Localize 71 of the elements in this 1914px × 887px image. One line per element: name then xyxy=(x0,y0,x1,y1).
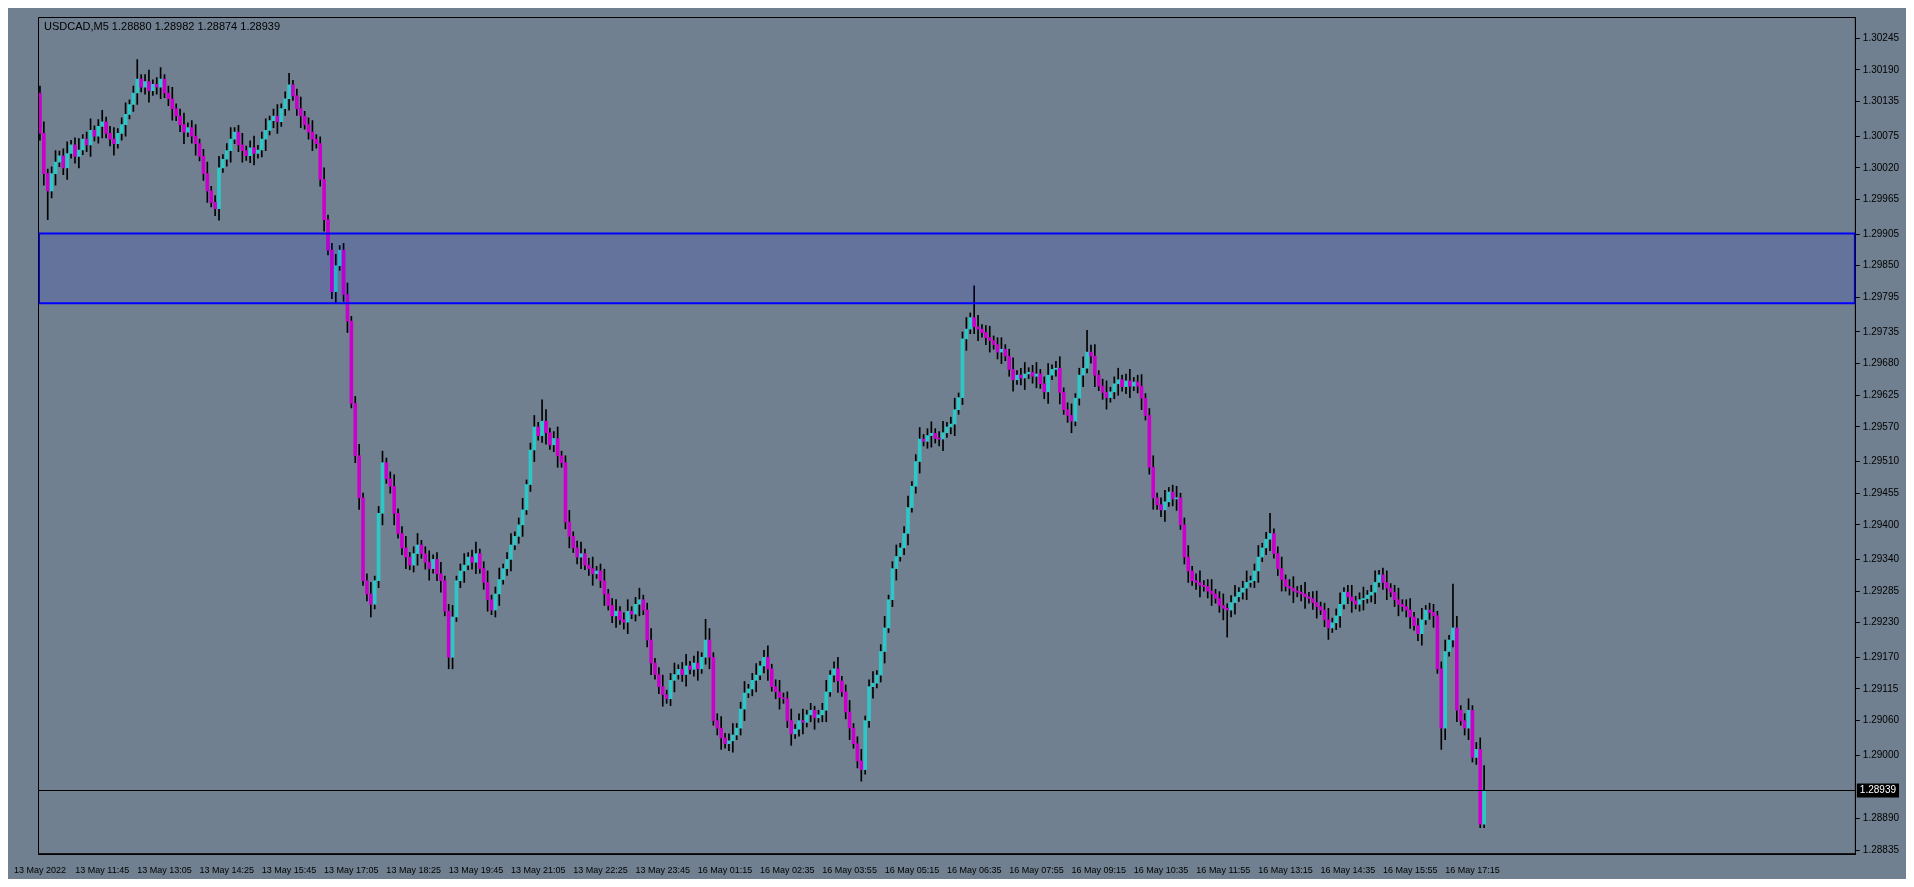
x-tick-label: 16 May 05:15 xyxy=(884,865,940,876)
x-tick-label: 16 May 17:15 xyxy=(1445,865,1500,876)
candlestick xyxy=(252,135,256,166)
candlestick xyxy=(1314,590,1319,619)
candlestick xyxy=(1303,582,1307,609)
y-tick-label: 1.30020 xyxy=(1862,161,1900,173)
x-tick-label: 13 May 23:45 xyxy=(635,865,691,876)
x-tick-label: 16 May 14:35 xyxy=(1320,865,1376,876)
y-tick-label: 1.28890 xyxy=(1862,812,1900,824)
y-tick-label: 1.30075 xyxy=(1862,129,1900,141)
x-tick-label: 16 May 01:15 xyxy=(697,865,753,876)
y-tick-label: 1.29170 xyxy=(1862,651,1900,663)
candlestick xyxy=(1022,362,1027,390)
candlestick xyxy=(1054,360,1058,377)
y-tick-label: 1.30245 xyxy=(1862,32,1900,44)
x-tick-label: 16 May 13:15 xyxy=(1258,865,1313,876)
candlestick xyxy=(590,556,595,586)
candlestick xyxy=(1019,367,1023,386)
candlestick xyxy=(1198,570,1202,598)
y-tick-label: 1.30190 xyxy=(1862,63,1900,75)
candlestick xyxy=(112,127,116,156)
candlestick xyxy=(1233,584,1237,615)
candlestick xyxy=(1384,570,1389,601)
y-tick-label: 1.30135 xyxy=(1862,95,1900,107)
x-tick-label: 13 May 11:45 xyxy=(75,865,130,876)
y-tick-label: 1.29455 xyxy=(1862,486,1900,498)
x-tick-label: 16 May 07:55 xyxy=(1009,865,1064,876)
y-tick-label: 1.29795 xyxy=(1862,291,1900,303)
y-tick-label: 1.29285 xyxy=(1862,584,1900,596)
y-tick-label: 1.29000 xyxy=(1862,748,1900,760)
y-tick-label: 1.29850 xyxy=(1862,259,1900,271)
x-tick-label: 13 May 14:25 xyxy=(199,865,255,876)
candlestick xyxy=(801,708,805,735)
x-tick-label: 13 May 22:25 xyxy=(573,865,628,876)
y-tick-label: 1.29230 xyxy=(1862,616,1900,628)
y-tick-label: 1.29060 xyxy=(1862,714,1900,726)
candlestick xyxy=(614,599,618,628)
candlestick xyxy=(1268,513,1272,552)
x-tick-label: 16 May 02:35 xyxy=(760,865,815,876)
y-tick-label: 1.29400 xyxy=(1862,518,1900,530)
y-tick-label: 1.28835 xyxy=(1862,843,1900,855)
y-tick-label: 1.29115 xyxy=(1862,682,1899,694)
x-tick-label: 13 May 17:05 xyxy=(324,865,379,876)
y-tick-label: 1.29905 xyxy=(1862,227,1900,239)
chart-title: USDCAD,M5 1.28880 1.28982 1.28874 1.28939 xyxy=(44,20,281,33)
candlestick xyxy=(77,138,81,169)
ref-line-label: 1.28939 xyxy=(1859,784,1897,796)
y-tick-label: 1.29510 xyxy=(1862,455,1900,467)
y-tick-label: 1.29340 xyxy=(1862,553,1900,565)
x-tick-label: 16 May 11:55 xyxy=(1196,865,1251,876)
x-tick-label: 13 May 13:05 xyxy=(137,865,192,876)
x-tick-label: 16 May 06:35 xyxy=(946,865,1002,876)
x-tick-label: 13 May 18:25 xyxy=(386,865,441,876)
x-tick-label: 13 May 15:45 xyxy=(261,865,317,876)
x-tick-label: 16 May 03:55 xyxy=(822,865,877,876)
x-tick-label: 13 May 21:05 xyxy=(510,865,566,876)
y-tick-label: 1.29965 xyxy=(1862,193,1900,205)
y-tick-label: 1.29680 xyxy=(1862,357,1900,369)
x-tick-label: 16 May 15:55 xyxy=(1382,865,1438,876)
candlestick xyxy=(731,723,735,753)
x-tick-label: 16 May 09:15 xyxy=(1071,865,1127,876)
x-tick-label: 13 May 2022 xyxy=(13,865,66,876)
y-tick-label: 1.29625 xyxy=(1862,389,1900,401)
candlestick xyxy=(1408,598,1412,629)
x-tick-label: 13 May 19:45 xyxy=(448,865,504,876)
y-tick-label: 1.29570 xyxy=(1862,420,1900,432)
x-tick-label: 16 May 10:35 xyxy=(1133,865,1189,876)
candlestick xyxy=(941,420,945,451)
y-tick-label: 1.29735 xyxy=(1862,325,1900,337)
candlestick xyxy=(1128,369,1132,398)
candlestick xyxy=(579,541,583,569)
